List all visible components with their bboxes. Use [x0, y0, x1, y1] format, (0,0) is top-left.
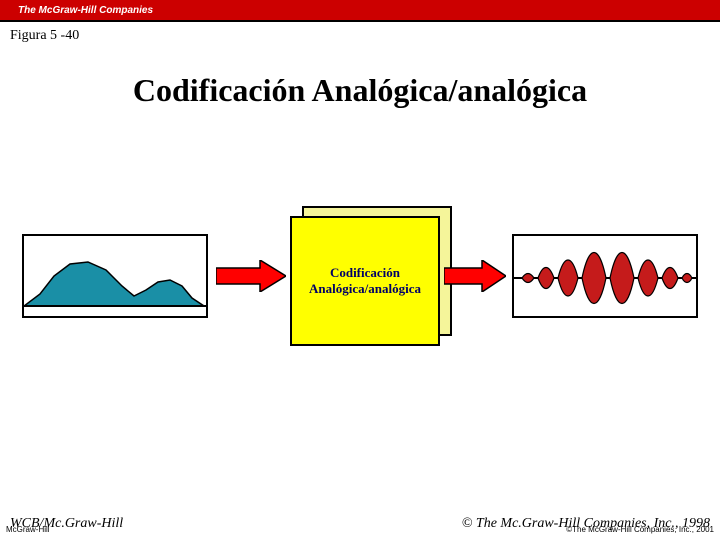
figure-number-label: Figura 5 -40: [0, 22, 720, 44]
footer-right-subtext: ©The McGraw-Hill Companies, Inc., 2001: [566, 525, 714, 534]
input-wave-shape: [24, 262, 204, 306]
brand-header-bar: The McGraw-Hill Companies: [0, 0, 720, 20]
center-encoder-box: Codificación Analógica/analógica: [290, 216, 440, 346]
brand-logo-text: The McGraw-Hill Companies: [18, 5, 153, 16]
center-label-line1: Codificación: [330, 265, 400, 280]
page-title: Codificación Analógica/analógica: [0, 72, 720, 109]
output-wave-svg: [514, 236, 696, 316]
input-wave-svg: [24, 236, 206, 316]
center-label-line2: Analógica/analógica: [309, 281, 421, 296]
center-encoder-label: Codificación Analógica/analógica: [309, 265, 421, 298]
arrow-right-icon: [444, 260, 506, 292]
input-signal-box: [22, 234, 208, 318]
output-signal-box: [512, 234, 698, 318]
footer-left-subtext: McGraw-Hill: [6, 525, 50, 534]
signal-diagram: Codificación Analógica/analógica: [0, 200, 720, 380]
arrow-left-icon: [216, 260, 286, 292]
